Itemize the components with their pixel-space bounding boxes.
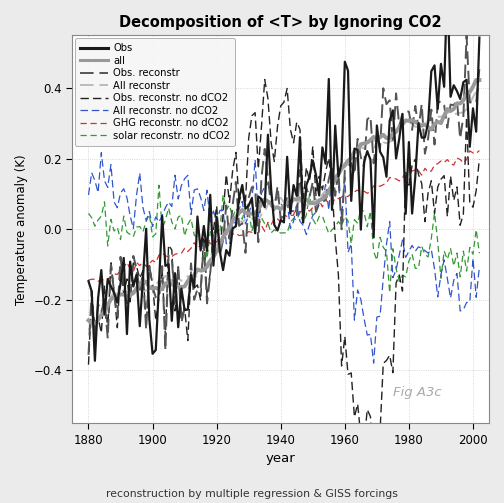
- Text: reconstruction by multiple regression & GISS forcings: reconstruction by multiple regression & …: [106, 489, 398, 499]
- Legend: Obs, all, Obs. reconstr, All reconstr, Obs. reconstr. no dCO2, All reconstr. no : Obs, all, Obs. reconstr, All reconstr, O…: [76, 38, 235, 146]
- Text: Fig A3c: Fig A3c: [393, 386, 442, 399]
- Y-axis label: Temperature anomaly (K): Temperature anomaly (K): [15, 154, 28, 305]
- X-axis label: year: year: [266, 452, 296, 465]
- Title: Decomposition of <T> by Ignoring CO2: Decomposition of <T> by Ignoring CO2: [119, 15, 442, 30]
